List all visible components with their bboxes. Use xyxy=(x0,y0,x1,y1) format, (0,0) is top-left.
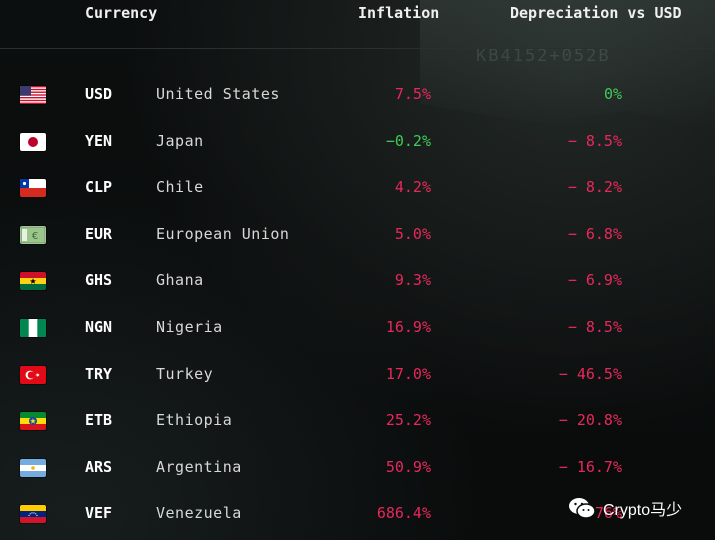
currency-code: YEN xyxy=(85,131,113,150)
country-name: Venezuela xyxy=(156,504,242,523)
country-name: Chile xyxy=(156,178,204,197)
ethiopia-flag-icon xyxy=(20,412,46,431)
depreciation-value: − 46.5% xyxy=(558,364,622,383)
country-name: Argentina xyxy=(156,457,242,476)
depreciation-value: − 6.8% xyxy=(567,224,622,243)
currency-code: NGN xyxy=(85,317,113,336)
currency-code: USD xyxy=(85,85,113,103)
currency-code: ETB xyxy=(85,411,113,430)
table-row: TRY Turkey 17.0% − 46.5% xyxy=(0,350,715,397)
country-name: Japan xyxy=(156,131,204,150)
us-flag-icon xyxy=(20,86,46,104)
table-row: NGN Nigeria 16.9% − 8.5% xyxy=(0,303,715,350)
table-row: CLP Chile 4.2% − 8.2% xyxy=(0,163,715,210)
depreciation-value: − 8.5% xyxy=(567,131,622,150)
inflation-value: 50.9% xyxy=(385,457,431,476)
depreciation-value: − 6.9% xyxy=(567,271,622,290)
table-body: USD United States 7.5% 0% YEN Japan −0.2% − 8.5… xyxy=(0,70,715,536)
depreciation-value: − 20.8% xyxy=(558,411,622,430)
table-row: USD United States 7.5% 0% xyxy=(0,70,715,117)
inflation-value: 5.0% xyxy=(394,224,431,243)
chile-flag-icon xyxy=(20,179,46,198)
inflation-value: 686.4% xyxy=(376,504,431,523)
table-row: YEN Japan −0.2% − 8.5% xyxy=(0,117,715,164)
currency-code: ARS xyxy=(85,457,113,476)
watermark-text: Crypto马少 xyxy=(603,502,683,519)
inflation-value: 16.9% xyxy=(385,317,431,336)
venezuela-flag-icon xyxy=(20,505,46,524)
country-name: Nigeria xyxy=(156,317,223,336)
ghana-flag-icon xyxy=(20,272,46,291)
depreciation-value: − 8.5% xyxy=(567,317,622,336)
country-name: United States xyxy=(156,85,280,103)
inflation-value: 4.2% xyxy=(394,178,431,197)
currency-code: VEF xyxy=(85,504,113,523)
svg-text:€: € xyxy=(32,231,38,242)
table-header: Currency Inflation Depreciation vs USD xyxy=(0,0,715,49)
depreciation-value: − 16.7% xyxy=(558,457,622,476)
nigeria-flag-icon xyxy=(20,318,46,337)
inflation-value: 7.5% xyxy=(394,85,431,103)
table-row: ARS Argentina 50.9% − 16.7% xyxy=(0,443,715,490)
currency-code: TRY xyxy=(85,364,113,383)
currency-code: EUR xyxy=(85,224,113,243)
header-depreciation: Depreciation vs USD xyxy=(510,4,682,22)
table-row: VEF Venezuela 686.4% − 76% xyxy=(0,489,715,536)
euro-banknote-icon: € xyxy=(20,225,46,244)
inflation-value: −0.2% xyxy=(385,131,431,150)
country-name: Ethiopia xyxy=(156,411,233,430)
table-row: € EUR European Union 5.0% − 6.8% xyxy=(0,210,715,257)
table-row: ETB Ethiopia 25.2% − 20.8% xyxy=(0,396,715,443)
currency-code: CLP xyxy=(85,178,113,197)
country-name: European Union xyxy=(156,224,290,243)
inflation-value: 17.0% xyxy=(385,364,431,383)
country-name: Turkey xyxy=(156,364,214,383)
currency-code: GHS xyxy=(85,271,113,290)
inflation-value: 25.2% xyxy=(385,411,431,430)
depreciation-value: − 8.2% xyxy=(567,178,622,197)
table-row: GHS Ghana 9.3% − 6.9% xyxy=(0,256,715,303)
turkey-flag-icon xyxy=(20,365,46,384)
banknote-background xyxy=(420,0,715,130)
wechat-icon xyxy=(569,498,596,519)
header-currency: Currency xyxy=(85,4,158,22)
banknote-serial: KB4152+052B xyxy=(476,46,611,66)
watermark: Crypto马少 xyxy=(567,496,682,520)
header-inflation: Inflation xyxy=(358,4,440,22)
japan-flag-icon xyxy=(20,132,46,151)
country-name: Ghana xyxy=(156,271,204,290)
inflation-value: 9.3% xyxy=(394,271,431,290)
depreciation-value: 0% xyxy=(603,85,622,103)
argentina-flag-icon xyxy=(20,458,46,477)
